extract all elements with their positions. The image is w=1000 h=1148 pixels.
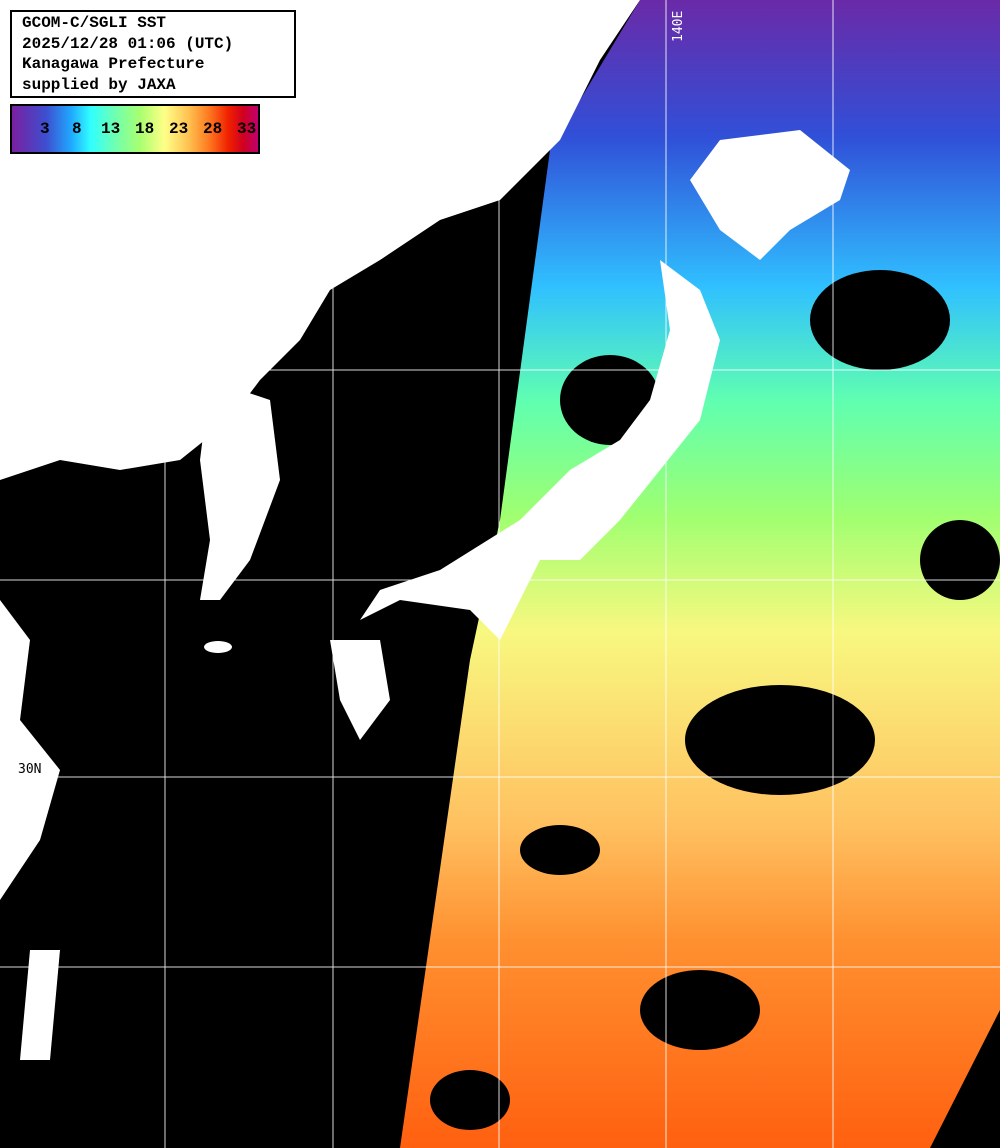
info-box: GCOM-C/SGLI SST 2025/12/28 01:06 (UTC) K… — [10, 10, 296, 98]
scale-tick: 23 — [169, 120, 189, 138]
korea — [200, 380, 280, 600]
scale-tick: 13 — [101, 120, 121, 138]
scale-tick: 8 — [72, 120, 82, 138]
data-credit: supplied by JAXA — [22, 75, 176, 94]
lat-label-30n: 30N — [18, 762, 41, 777]
kyushu — [330, 640, 390, 740]
hokkaido — [690, 130, 850, 260]
china-coast — [0, 600, 60, 900]
product-title: GCOM-C/SGLI SST — [22, 14, 167, 32]
observation-time: 2025/12/28 01:06 (UTC) — [22, 34, 234, 53]
jeju — [204, 641, 232, 653]
scale-tick: 18 — [135, 120, 155, 138]
lat-label-40n: 40N — [12, 355, 35, 370]
taiwan — [20, 950, 60, 1060]
scale-tick: 33 — [237, 120, 257, 138]
scale-tick: 3 — [40, 120, 50, 138]
region-name: Kanagawa Prefecture — [22, 55, 205, 73]
color-scale-bar: 3 8 13 18 23 28 33 — [10, 104, 260, 154]
lon-label-140e: 140E — [671, 11, 686, 42]
honshu — [360, 260, 720, 640]
sakhalin-tip — [398, 127, 422, 163]
scale-tick: 28 — [203, 120, 223, 138]
